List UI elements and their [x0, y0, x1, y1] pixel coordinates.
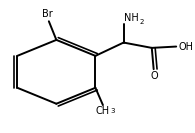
Text: Br: Br: [42, 9, 52, 19]
Text: OH: OH: [178, 41, 193, 52]
Text: 2: 2: [140, 19, 144, 25]
Text: O: O: [151, 71, 158, 81]
Text: 3: 3: [110, 108, 115, 114]
Text: NH: NH: [124, 13, 138, 23]
Text: CH: CH: [96, 106, 110, 116]
